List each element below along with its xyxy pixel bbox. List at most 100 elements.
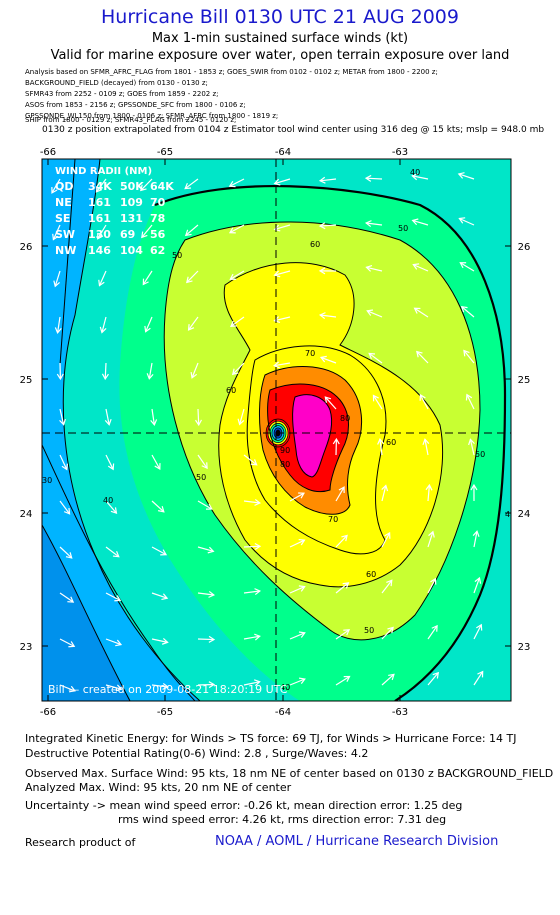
wind-radii-cell: 70 [150,196,166,209]
wind-vector [335,486,345,502]
contour-label: 50 [364,626,374,635]
contour-label: 50 [196,473,206,482]
wind-vector [237,408,245,426]
wind-band-100 [292,394,332,477]
wind-vector [151,500,165,513]
contour-label: 60 [366,570,376,579]
wind-vector [381,531,391,548]
contour-label: 50 [475,450,485,459]
wind-vector [59,408,66,426]
wind-field: 40 40 40 40 50 50 50 50 50 60 60 60 60 70 70 80 80 90 30 [42,159,511,701]
observed-max-line: Observed Max. Surface Wind: 95 kts, 18 n… [25,767,554,780]
wind-vector [427,577,437,594]
wind-vector [185,270,199,284]
wind-vector [230,316,245,327]
wind-vector [463,349,475,364]
contour-lines [42,159,507,701]
analyzed-max-line: Analyzed Max. Wind: 95 kts, 20 nm NE of … [25,781,292,794]
analysis-source-line: ASOS from 1853 - 2156 z; GPSSONDE_SFC fr… [25,101,246,109]
lon-tick-bottom: -63 [392,707,408,718]
wind-radii-cell: 161 [88,196,111,209]
analysis-source-line: GPSSONDE_WL150 from 1800 - 0106 z; SFMR_… [25,112,279,120]
wind-vector [377,437,385,456]
wind-radii-cell: SE [55,212,70,225]
wind-vector [364,174,383,182]
wind-vector [99,316,107,334]
contour-label: 80 [280,460,290,469]
wind-vector [51,178,61,194]
contour-label: 60 [386,438,396,447]
wind-vector [197,635,216,643]
wind-radii-cell: 64K [150,180,174,193]
wind-vector [460,305,475,318]
wind-vector [151,454,161,470]
wind-vector [273,361,291,369]
wind-vector [366,309,383,318]
wind-vector [273,316,291,324]
contour-label: 30 [42,476,52,485]
contour-label: 40 [410,168,420,177]
wind-radii-cell: 78 [150,212,165,225]
wind-radii-cell: 130 [88,228,111,241]
wind-vector [151,637,169,645]
validity-note: Valid for marine exposure over water, op… [50,48,510,63]
lat-tick-left: 25 [20,375,33,386]
wind-vector [372,394,383,410]
wind-vector [229,270,245,280]
wind-vector [105,546,120,558]
wind-vector [273,224,291,232]
wind-vector [413,307,429,318]
wind-vector [381,579,393,594]
wind-vector [318,176,337,184]
wind-vector [197,590,216,598]
analysis-source-line: SHIP from 1800 - 0129 z; SFMR43_FLAG fro… [25,116,237,124]
contour-label: 90 [280,446,290,455]
wind-vector [465,393,475,410]
wind-vector [335,675,351,686]
contour-label: 80 [340,414,350,423]
wind-radii-cell: 50K [120,180,144,193]
wind-vector [95,178,107,193]
wind-vector [419,393,429,410]
wind-vector [324,396,337,410]
wind-vector [105,500,118,514]
wind-vector [105,592,122,602]
wind-vector [243,588,262,596]
wind-vector [427,530,435,548]
wind-vector [273,270,291,278]
wind-radii-cell: 146 [88,244,111,257]
wind-vector [195,408,203,427]
wind-vector [197,546,215,554]
axis-ticks: -66 -65 -64 -63 -66 -65 -64 -63 26 25 24… [20,147,531,718]
wind-vector [59,546,73,559]
wind-vectors [51,172,484,693]
lat-tick-left: 24 [20,509,33,520]
noaa-aoml-link[interactable]: NOAA / AOML / Hurricane Research Divisio… [215,834,499,849]
wind-vector [289,492,305,502]
wind-vector [141,224,153,239]
analysis-source-line: Analysis based on SFMR_AFRC_FLAG from 18… [25,68,438,76]
lat-tick-right: 23 [518,642,531,653]
lon-tick-top: -64 [275,147,291,158]
contour-label: 40 [280,683,290,692]
wind-radii-cell: 161 [88,212,111,225]
wind-vector [335,629,351,640]
wind-vector [473,623,483,640]
wind-radii-cell: 109 [120,196,143,209]
wind-vector [318,222,337,230]
dpr-line: Destructive Potential Rating(0-6) Wind: … [25,747,369,760]
wind-vector [289,585,306,594]
contour-label: 40 [103,496,113,505]
wind-vector [458,217,475,226]
wind-vector [97,224,107,240]
wind-vector [151,682,170,690]
ike-line: Integrated Kinetic Energy: for Winds > T… [25,732,517,745]
wind-vector [190,362,199,379]
wind-vector [319,355,337,364]
contour-label: 70 [305,349,315,358]
wind-vector [59,592,75,603]
wind-vector [59,454,68,471]
lon-tick-top: -66 [40,147,56,158]
map-subtitle: Max 1-min sustained surface winds (kt) [151,31,409,46]
wind-vector [197,454,208,470]
